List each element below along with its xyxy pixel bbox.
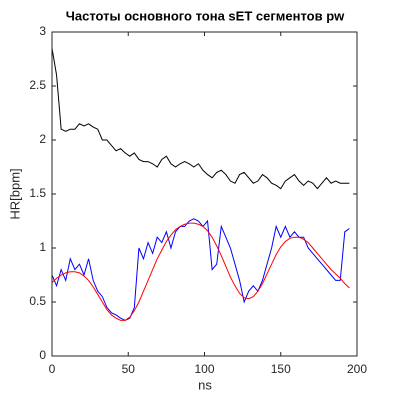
chart-title: Частоты основного тона sET сегментов pw	[66, 8, 345, 23]
y-tick-label: 1.5	[29, 186, 46, 200]
y-tick-label: 3	[39, 24, 46, 38]
y-tick-label: 0	[39, 348, 46, 362]
x-axis-label: ns	[198, 377, 212, 392]
y-tick-label: 0.5	[29, 294, 46, 308]
x-tick-label: 50	[122, 362, 136, 376]
y-axis-label: HR[bpm]	[7, 168, 22, 219]
x-tick-label: 100	[194, 362, 214, 376]
x-tick-label: 150	[271, 362, 291, 376]
y-tick-label: 2	[39, 132, 46, 146]
x-tick-label: 0	[49, 362, 56, 376]
y-tick-label: 1	[39, 240, 46, 254]
x-tick-label: 200	[347, 362, 367, 376]
plot-frame	[51, 31, 358, 357]
y-tick-label: 2.5	[29, 78, 46, 92]
series-line	[51, 48, 350, 190]
series-line	[51, 222, 350, 321]
